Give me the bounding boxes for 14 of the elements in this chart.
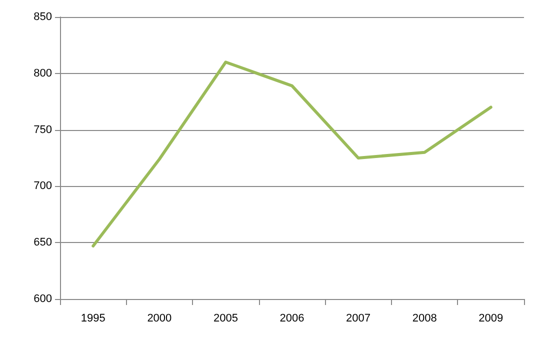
y-tick-label: 700	[34, 180, 52, 192]
line-series	[92, 60, 492, 248]
y-tick-label: 850	[34, 11, 52, 23]
x-tick-label: 2009	[478, 312, 504, 324]
x-tick-label: 2000	[147, 312, 172, 324]
x-tick-label: 2008	[412, 312, 437, 324]
y-tick-label: 750	[34, 124, 52, 136]
x-tick-label: 2006	[280, 312, 304, 324]
y-tick-label: 800	[34, 67, 52, 80]
x-tick-label: 2005	[213, 312, 238, 324]
x-tick-label: 2007	[346, 312, 371, 324]
y-tick-label: 600	[34, 293, 52, 305]
y-tick-label: 650	[34, 236, 52, 249]
x-tick-label: 1995	[80, 312, 106, 324]
